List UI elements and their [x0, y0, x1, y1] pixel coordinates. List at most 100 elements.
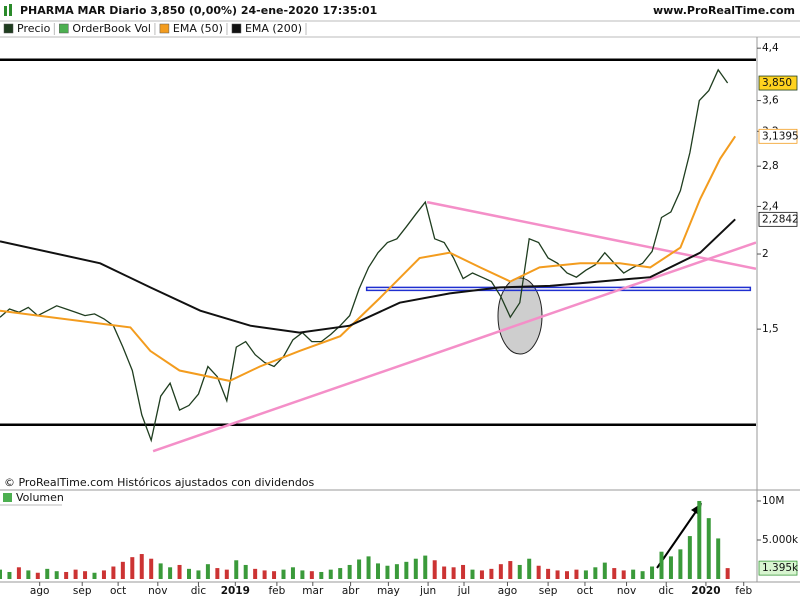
- volume-bar: [35, 572, 40, 579]
- volume-bar: [385, 565, 390, 579]
- volume-bar: [281, 569, 286, 579]
- panel-label: Volumen: [16, 491, 64, 504]
- volume-bar: [508, 561, 513, 579]
- volume-bar: [328, 569, 333, 579]
- footer: © ProRealTime.com Históricos ajustados c…: [4, 476, 315, 489]
- volume-bar: [224, 569, 229, 579]
- volume-bar: [565, 571, 569, 579]
- volume-bar: [272, 571, 277, 579]
- volume-bar: [26, 570, 31, 579]
- last-value-box: [758, 128, 798, 144]
- volume-bar: [187, 568, 191, 579]
- series-line: [0, 218, 736, 334]
- volume-bar: [158, 563, 163, 579]
- x-tick-label: sep: [73, 585, 92, 597]
- volume-bar: [130, 557, 135, 579]
- y-tick-label: 2,4: [762, 200, 779, 212]
- volume-bar: [319, 571, 324, 579]
- volume-bar: [54, 571, 59, 579]
- y-tick-label: 10M: [762, 495, 784, 507]
- volume-bar: [621, 570, 626, 579]
- plot-area: [0, 58, 756, 453]
- volume-bar: [517, 564, 522, 579]
- volume-bar: [120, 561, 125, 579]
- volume-bar: [376, 563, 380, 579]
- logo: [4, 6, 7, 16]
- last-value-box: [758, 211, 798, 227]
- y-tick-label: 1,5: [762, 323, 779, 335]
- volume-bar: [612, 568, 617, 579]
- volume-bar: [423, 555, 428, 579]
- x-tick-label: jun: [419, 585, 436, 597]
- x-tick-label: ago: [498, 585, 518, 597]
- last-value-label: 1.395k: [762, 562, 799, 574]
- volume-bar: [300, 570, 305, 579]
- volume-bar: [678, 549, 683, 579]
- volume-bar: [205, 564, 210, 579]
- x-tick-label: sep: [539, 585, 558, 597]
- volume-bar: [92, 572, 97, 579]
- volume-bar: [262, 570, 267, 579]
- volume-bar: [583, 570, 588, 579]
- volume-bar: [366, 556, 371, 579]
- logo: [9, 4, 12, 16]
- legend-label: EMA (200): [245, 22, 302, 35]
- volume-bar: [527, 558, 532, 579]
- volume-bar: [479, 570, 484, 579]
- volume-bar: [555, 570, 560, 579]
- volume-bar: [404, 561, 409, 579]
- trend-line: [152, 241, 756, 453]
- volume-bar: [45, 568, 50, 579]
- y-tick-label: 4,4: [762, 42, 779, 54]
- volume-bar: [725, 568, 730, 579]
- x-tick-label: feb: [268, 585, 285, 597]
- legend-swatch: [3, 493, 12, 502]
- last-value-label: 2,2842: [762, 213, 799, 225]
- volume-bar: [73, 569, 78, 579]
- x-tick-label: nov: [148, 585, 167, 597]
- volume-bar: [706, 518, 711, 579]
- volume-bar: [498, 564, 503, 579]
- series-line: [0, 68, 729, 443]
- series-line: [0, 135, 737, 382]
- x-tick-label: nov: [617, 585, 636, 597]
- volume-bar: [347, 564, 352, 579]
- volume-bar: [470, 569, 475, 579]
- volume-bar: [536, 565, 541, 579]
- header-title: PHARMA MAR Diario 3,850 (0,00%) 24-ene-2…: [20, 4, 377, 17]
- volume-bar: [461, 564, 466, 579]
- x-tick-label: 2019: [221, 585, 250, 597]
- legend-label: EMA (50): [173, 22, 223, 35]
- x-tick-label: abr: [342, 585, 360, 597]
- volume-bar: [149, 558, 154, 579]
- volume-bar: [196, 570, 201, 579]
- volume-bar: [631, 569, 636, 579]
- volume-bar: [593, 567, 598, 579]
- highlight-ellipse: [497, 277, 543, 355]
- volume-bar: [0, 569, 2, 579]
- volume-bar: [83, 571, 88, 579]
- volume-bar: [451, 567, 456, 579]
- volume-bar: [697, 500, 702, 579]
- legend-swatch: [59, 23, 69, 34]
- x-tick-label: mar: [302, 585, 324, 597]
- volume-bar: [394, 564, 399, 579]
- volume-bar: [357, 559, 362, 579]
- volume-bar: [64, 571, 69, 579]
- legend-swatch: [3, 23, 14, 34]
- volume-bar: [640, 571, 645, 579]
- volume-bar: [659, 551, 664, 579]
- volume-bar: [253, 568, 258, 579]
- volume-bar: [168, 567, 173, 579]
- last-value-label: 3,1395: [762, 130, 799, 142]
- arrow: [656, 509, 698, 569]
- volume-bar: [442, 566, 447, 579]
- volume-bar: [716, 538, 721, 579]
- volume-bar: [234, 560, 239, 579]
- volume-bar: [489, 568, 494, 579]
- x-tick-label: feb: [735, 585, 752, 597]
- x-tick-label: ago: [30, 585, 50, 597]
- y-tick-label: 3,6: [762, 95, 779, 107]
- volume-bar: [111, 566, 116, 579]
- x-tick-label: may: [377, 585, 400, 597]
